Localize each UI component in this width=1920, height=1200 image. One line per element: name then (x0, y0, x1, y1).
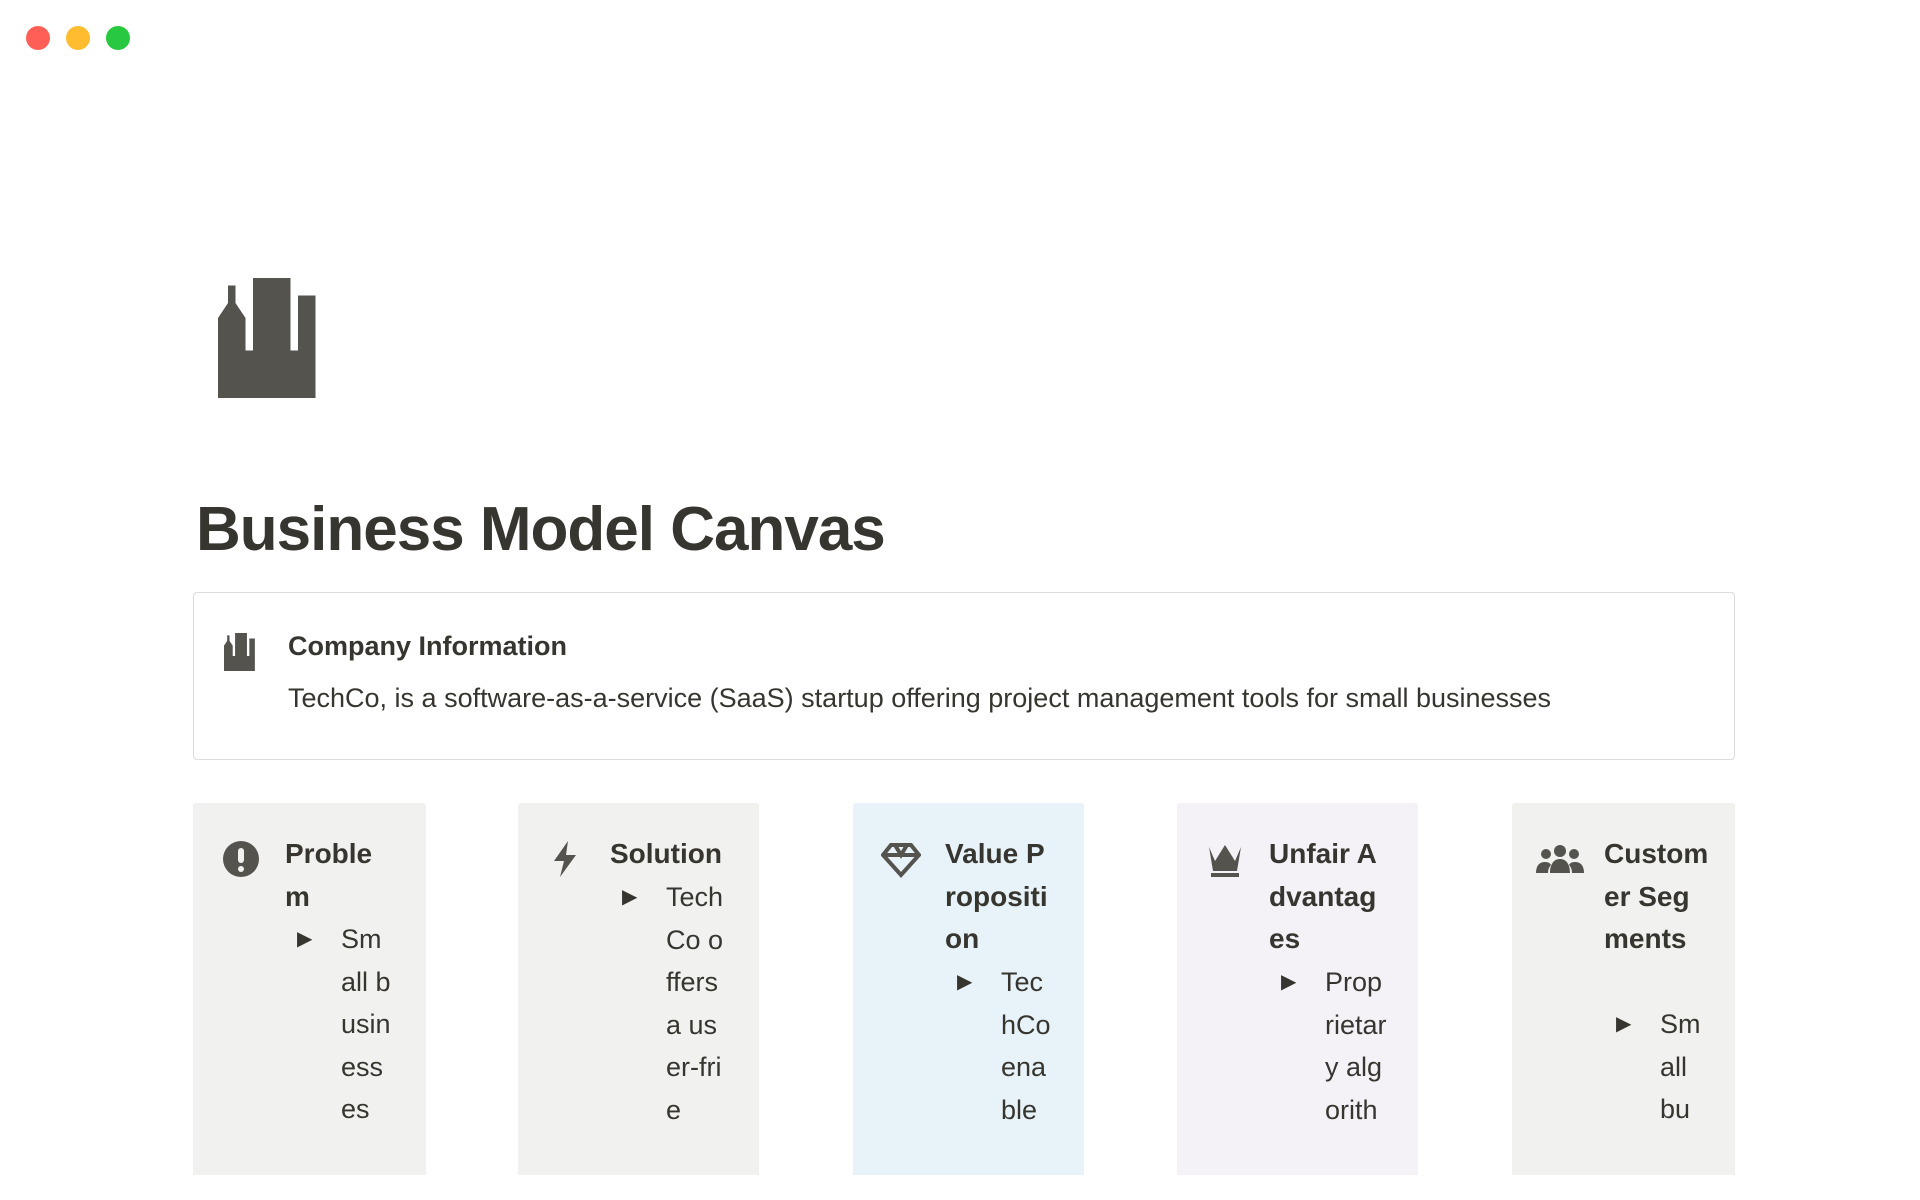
page-title: Business Model Canvas (196, 495, 886, 564)
card-title: Problem (285, 838, 373, 912)
crown-icon (1209, 845, 1241, 877)
company-info-title: Company Information (288, 631, 568, 661)
toggle-arrow-icon[interactable]: ▶ (1281, 971, 1297, 993)
toggle-arrow-icon[interactable]: ▶ (622, 886, 638, 908)
window-close-button[interactable] (26, 26, 50, 50)
company-info-callout: Company Information TechCo, is a softwar… (193, 592, 1735, 760)
toggle-item[interactable]: ▶ Small businesses (297, 918, 393, 1131)
toggle-arrow-icon[interactable]: ▶ (957, 971, 973, 993)
window-zoom-button[interactable] (106, 26, 130, 50)
window-minimize-button[interactable] (66, 26, 90, 50)
card-title: Solution (610, 838, 722, 869)
toggle-item[interactable]: ▶ Proprietary algorith (1281, 961, 1387, 1131)
card-title: Value Proposition (945, 838, 1048, 954)
toggle-item[interactable]: ▶ TechCo offers a user-frie (622, 876, 728, 1131)
card-customer-segments: Customer Segments ▶ Small bu (1512, 803, 1735, 1175)
card-value-proposition: Value Proposition ▶ TechCo enable (853, 803, 1084, 1175)
card-title: Unfair Advantages (1269, 838, 1377, 954)
company-info-description: TechCo, is a software-as-a-service (SaaS… (288, 683, 1552, 713)
factory-icon (218, 278, 316, 398)
card-title: Customer Segments (1604, 838, 1709, 954)
diamond-icon (881, 843, 921, 878)
toggle-arrow-icon[interactable]: ▶ (297, 928, 313, 950)
factory-icon (224, 633, 255, 671)
card-unfair-advantages: Unfair Advantages ▶ Proprietary algorith (1177, 803, 1418, 1175)
card-solution: Solution ▶ TechCo offers a user-frie (518, 803, 759, 1175)
lightning-icon (554, 841, 576, 877)
toggle-item[interactable]: ▶ Small bu (1616, 1003, 1702, 1131)
toggle-item[interactable]: ▶ TechCo enable (957, 961, 1051, 1131)
people-icon (1536, 845, 1584, 873)
toggle-arrow-icon[interactable]: ▶ (1616, 1013, 1632, 1035)
exclamation-circle-icon (223, 841, 259, 877)
card-problem: Problem ▶ Small businesses (193, 803, 426, 1175)
